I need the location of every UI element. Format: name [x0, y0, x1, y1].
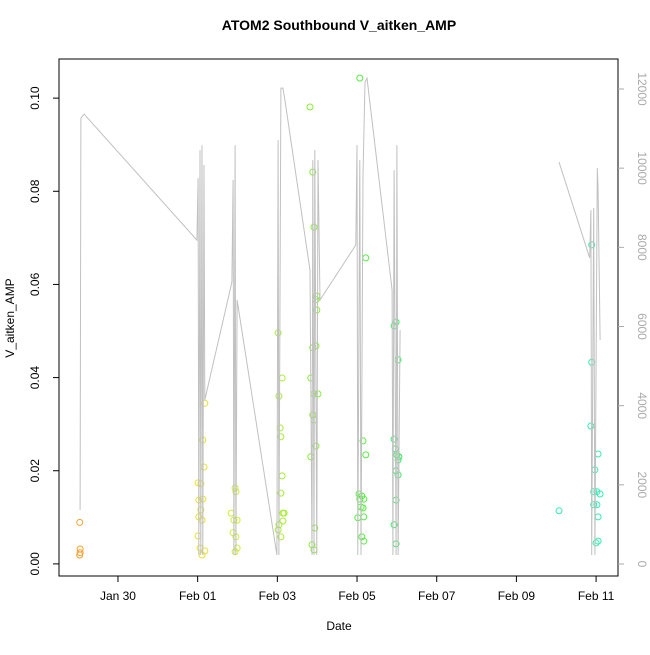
point [590, 488, 598, 496]
point [596, 490, 604, 498]
point [588, 241, 596, 249]
point [314, 390, 322, 398]
line [79, 76, 601, 556]
y2-tick-label: 12000 [635, 72, 649, 106]
y-axis-label: V_aitken_AMP [3, 278, 17, 357]
point [276, 424, 284, 432]
point [362, 254, 370, 262]
point [359, 504, 367, 512]
point [356, 495, 364, 503]
x-tick-label: Feb 05 [338, 589, 376, 603]
point [313, 306, 321, 314]
point [277, 433, 285, 441]
point [278, 472, 286, 480]
point [76, 551, 84, 559]
point [201, 547, 209, 555]
point [274, 526, 282, 534]
y2-tick-label: 10000 [635, 151, 649, 185]
point [231, 548, 239, 556]
point [590, 501, 598, 509]
point [280, 509, 288, 517]
x-tick-label: Jan 30 [100, 589, 136, 603]
plot-frame [58, 58, 619, 577]
x-tick-label: Feb 01 [179, 589, 217, 603]
x-tick-label: Feb 03 [259, 589, 297, 603]
y-tick-label: 0.08 [28, 179, 42, 203]
point [277, 489, 285, 497]
x-tick-label: Feb 11 [578, 589, 615, 603]
x-tick-label: Feb 07 [418, 589, 456, 603]
point [277, 533, 285, 541]
y2-tick-label: 0 [635, 561, 649, 568]
y2-tick-label: 6000 [635, 313, 649, 340]
point [310, 223, 318, 231]
point [279, 517, 287, 525]
y2-tick-label: 8000 [635, 234, 649, 261]
point [358, 533, 366, 541]
point [359, 437, 367, 445]
y-tick-label: 0.10 [28, 86, 42, 110]
point [200, 463, 208, 471]
y-tick-label: 0.00 [28, 552, 42, 576]
point [390, 521, 398, 529]
point [227, 509, 235, 517]
y-tick-label: 0.04 [28, 366, 42, 390]
y2-tick-label: 4000 [635, 392, 649, 419]
point [593, 501, 601, 509]
y2-tick-label: 2000 [635, 471, 649, 498]
point [231, 484, 239, 492]
x-tick-label: Feb 09 [498, 589, 536, 603]
chart-title: ATOM2 Southbound V_aitken_AMP [222, 17, 456, 33]
point [201, 399, 209, 407]
point [194, 532, 202, 540]
point [594, 513, 602, 521]
point [278, 374, 286, 382]
point [592, 539, 600, 547]
point [362, 451, 370, 459]
y-tick-label: 0.06 [28, 272, 42, 296]
point [356, 74, 364, 82]
x-axis-label: Date [326, 619, 352, 633]
y-tick-label: 0.02 [28, 459, 42, 483]
point [393, 451, 401, 459]
point [390, 435, 398, 443]
point [555, 507, 563, 515]
point [76, 518, 84, 526]
point [306, 103, 314, 111]
